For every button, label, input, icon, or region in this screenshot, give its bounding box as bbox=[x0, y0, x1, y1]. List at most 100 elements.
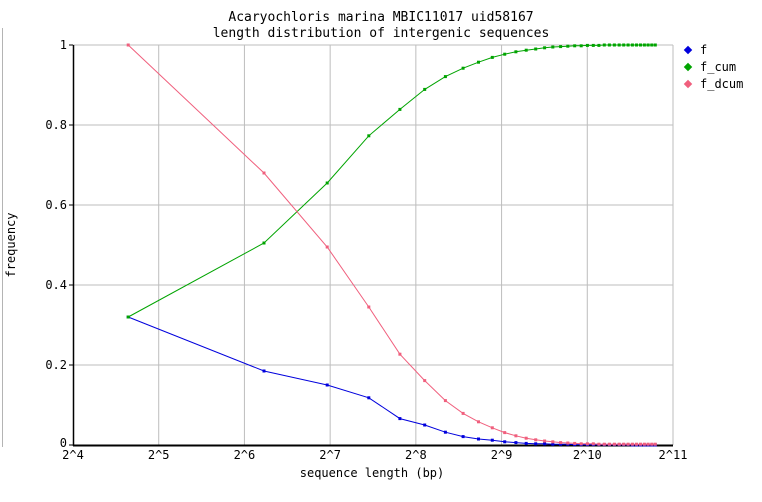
data-point-f_dcum bbox=[325, 245, 329, 249]
data-point-f bbox=[551, 442, 555, 446]
data-point-f bbox=[325, 383, 329, 387]
data-point-f_cum bbox=[325, 181, 329, 185]
y-tick-label: 0 bbox=[60, 436, 67, 450]
data-point-f_dcum bbox=[626, 442, 630, 446]
data-point-f_dcum bbox=[591, 442, 595, 446]
data-point-f bbox=[514, 441, 518, 445]
data-point-f_cum bbox=[612, 43, 616, 47]
data-point-f_dcum bbox=[551, 440, 555, 444]
data-point-f_dcum bbox=[503, 431, 507, 435]
x-tick-label: 2^4 bbox=[62, 448, 84, 462]
data-point-f_dcum bbox=[597, 442, 601, 446]
chart-title-line2: length distribution of intergenic sequen… bbox=[213, 26, 550, 41]
data-point-f_cum bbox=[602, 43, 606, 47]
data-point-f_dcum bbox=[490, 426, 494, 430]
y-axis-label: frequency bbox=[4, 212, 18, 277]
data-point-f_dcum bbox=[398, 352, 402, 356]
y-tick-labels: 0 0.2 0.4 0.6 0.8 1 bbox=[45, 38, 73, 450]
data-point-f_dcum bbox=[617, 442, 621, 446]
data-point-f_dcum bbox=[367, 305, 371, 309]
data-point-f_dcum bbox=[585, 442, 589, 446]
chart-title-line1: Acaryochloris marina MBIC11017 uid58167 bbox=[228, 10, 533, 25]
data-point-f_cum bbox=[423, 87, 427, 91]
data-point-f bbox=[503, 440, 507, 444]
data-point-f bbox=[534, 442, 538, 446]
y-tick-label: 0.8 bbox=[45, 118, 67, 132]
data-point-f bbox=[477, 437, 480, 441]
data-point-f_dcum bbox=[477, 420, 480, 424]
data-point-f_dcum bbox=[514, 434, 518, 438]
data-point-f_cum bbox=[262, 241, 266, 245]
data-point-f_cum bbox=[617, 43, 621, 47]
data-point-f bbox=[461, 435, 465, 439]
x-tick-label: 2^8 bbox=[405, 448, 427, 462]
data-point-f_cum bbox=[650, 43, 654, 47]
data-point-f_dcum bbox=[650, 442, 654, 446]
data-point-f_dcum bbox=[543, 439, 547, 443]
data-point-f_cum bbox=[579, 44, 583, 48]
data-point-f_dcum bbox=[423, 379, 427, 383]
data-point-f_cum bbox=[585, 43, 589, 47]
x-tick-label: 2^10 bbox=[573, 448, 602, 462]
data-point-f bbox=[524, 441, 528, 445]
data-point-f_cum bbox=[503, 52, 507, 56]
data-point-f_dcum bbox=[443, 399, 447, 403]
data-point-f_cum bbox=[126, 315, 130, 319]
data-point-f_cum bbox=[534, 47, 538, 51]
x-tick-labels: 2^4 2^5 2^6 2^7 2^8 2^9 2^10 2^11 bbox=[62, 448, 687, 462]
data-point-f_cum bbox=[461, 66, 465, 70]
data-point-f_cum bbox=[398, 107, 402, 111]
data-point-f_cum bbox=[591, 43, 595, 47]
legend-label-f-cum: f_cum bbox=[700, 60, 736, 74]
data-point-f_cum bbox=[607, 43, 611, 47]
gridlines bbox=[73, 44, 674, 445]
data-point-f_dcum bbox=[534, 438, 538, 442]
data-point-f_cum bbox=[642, 43, 646, 47]
data-point-f_cum bbox=[490, 55, 494, 59]
x-tick-label: 2^7 bbox=[319, 448, 341, 462]
data-point-f bbox=[559, 442, 563, 446]
data-point-f_dcum bbox=[646, 442, 650, 446]
x-tick-label: 2^6 bbox=[234, 448, 256, 462]
data-point-f_cum bbox=[559, 45, 563, 49]
data-point-f_dcum bbox=[630, 442, 634, 446]
data-point-f bbox=[443, 430, 447, 434]
data-point-f bbox=[398, 417, 402, 421]
x-tick-label: 2^5 bbox=[148, 448, 170, 462]
data-point-f_cum bbox=[597, 43, 601, 47]
data-point-f_cum bbox=[653, 43, 657, 47]
data-point-f_dcum bbox=[622, 442, 626, 446]
data-point-f_dcum bbox=[579, 442, 583, 446]
data-point-f bbox=[543, 442, 547, 446]
data-point-f bbox=[490, 438, 494, 442]
data-point-f_cum bbox=[630, 43, 634, 47]
data-point-f_cum bbox=[367, 134, 371, 138]
data-point-f_dcum bbox=[639, 442, 642, 446]
y-tick-label: 1 bbox=[60, 38, 67, 52]
data-point-f_cum bbox=[622, 43, 626, 47]
data-point-f_dcum bbox=[635, 442, 638, 446]
data-point-f_dcum bbox=[602, 442, 606, 446]
data-point-f_cum bbox=[543, 46, 547, 50]
data-point-f bbox=[423, 423, 427, 427]
legend-label-f-dcum: f_dcum bbox=[700, 77, 743, 91]
data-point-f_dcum bbox=[559, 441, 563, 445]
data-point-f_cum bbox=[635, 43, 638, 47]
data-point-f_cum bbox=[477, 60, 480, 64]
data-point-f_cum bbox=[514, 50, 518, 54]
x-axis-label: sequence length (bp) bbox=[300, 466, 445, 480]
data-point-f_dcum bbox=[573, 441, 577, 445]
data-point-f_cum bbox=[551, 45, 555, 49]
data-point-f_dcum bbox=[524, 436, 528, 440]
data-point-f_dcum bbox=[461, 411, 465, 415]
data-point-f_cum bbox=[639, 43, 642, 47]
data-point-f_cum bbox=[573, 44, 577, 48]
data-point-f_dcum bbox=[262, 171, 266, 175]
data-point-f bbox=[262, 369, 266, 373]
data-point-f_dcum bbox=[566, 441, 570, 445]
x-tick-label: 2^11 bbox=[659, 448, 688, 462]
legend-label-f: f bbox=[700, 43, 707, 57]
